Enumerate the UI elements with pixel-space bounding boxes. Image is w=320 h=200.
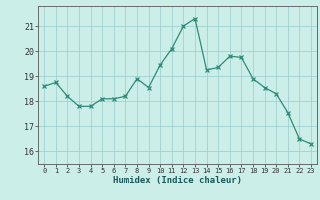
X-axis label: Humidex (Indice chaleur): Humidex (Indice chaleur) bbox=[113, 176, 242, 185]
